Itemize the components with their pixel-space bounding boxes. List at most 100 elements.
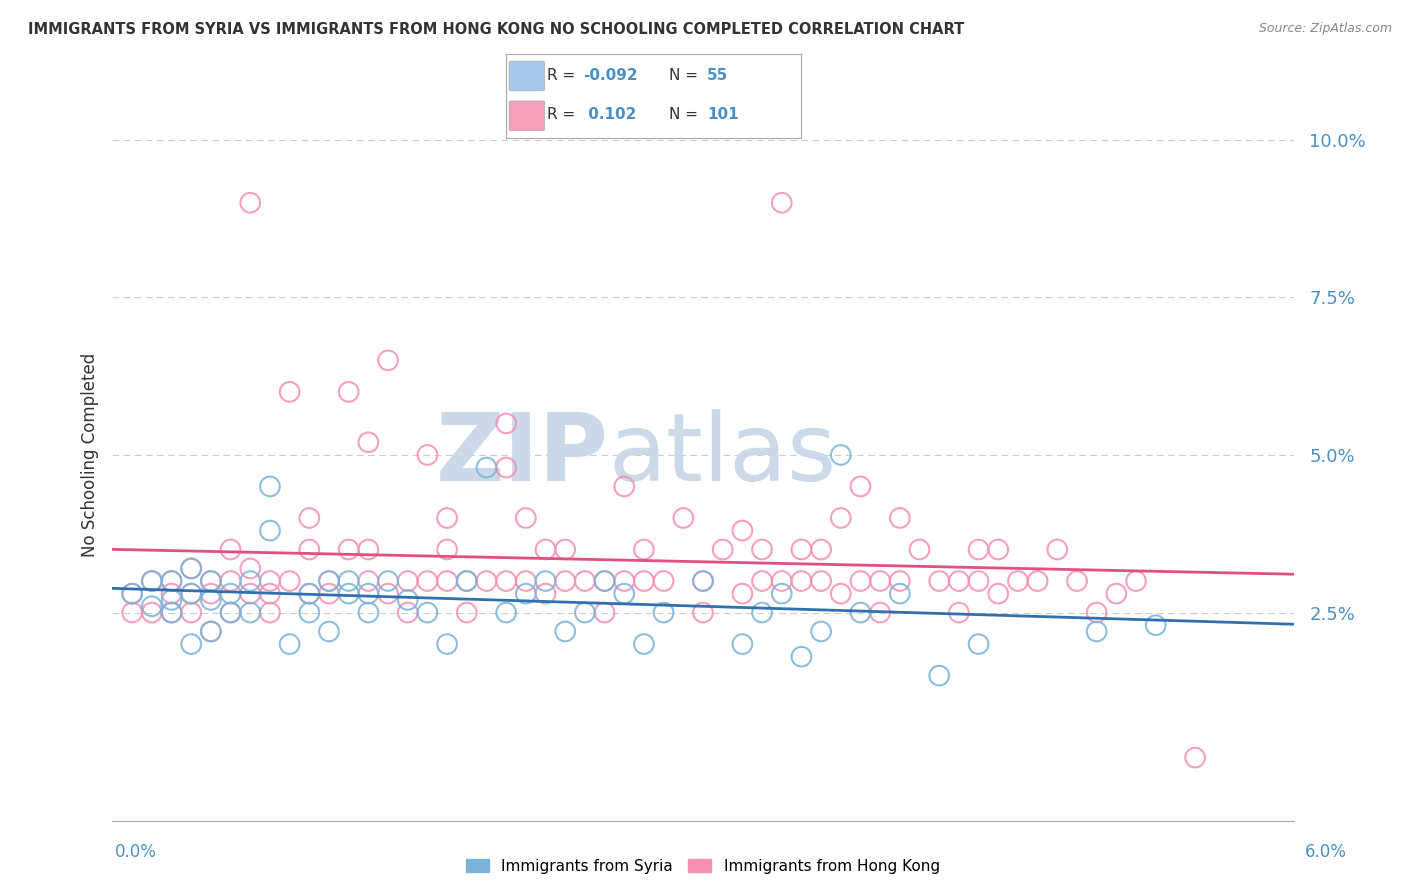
- Point: [239, 606, 262, 620]
- Point: [948, 606, 970, 620]
- Point: [849, 479, 872, 493]
- Point: [810, 624, 832, 639]
- Point: [515, 574, 537, 588]
- Point: [967, 542, 990, 557]
- Point: [239, 561, 262, 575]
- Point: [259, 479, 281, 493]
- Point: [790, 649, 813, 664]
- Point: [298, 511, 321, 525]
- Point: [396, 606, 419, 620]
- Point: [534, 574, 557, 588]
- Point: [278, 384, 301, 399]
- Point: [574, 606, 596, 620]
- Text: atlas: atlas: [609, 409, 837, 501]
- Point: [475, 460, 498, 475]
- Point: [456, 574, 478, 588]
- Point: [357, 435, 380, 450]
- Point: [593, 574, 616, 588]
- Point: [298, 542, 321, 557]
- Point: [692, 574, 714, 588]
- Point: [200, 624, 222, 639]
- Point: [298, 587, 321, 601]
- Point: [790, 574, 813, 588]
- Point: [259, 574, 281, 588]
- Point: [200, 593, 222, 607]
- Point: [830, 587, 852, 601]
- Text: ZIP: ZIP: [436, 409, 609, 501]
- Point: [515, 511, 537, 525]
- Point: [770, 574, 793, 588]
- Point: [318, 574, 340, 588]
- Point: [337, 574, 360, 588]
- Point: [278, 637, 301, 651]
- Point: [1066, 574, 1088, 588]
- Point: [633, 574, 655, 588]
- Point: [495, 606, 517, 620]
- Point: [180, 561, 202, 575]
- Point: [239, 587, 262, 601]
- Point: [160, 606, 183, 620]
- Point: [770, 195, 793, 210]
- Point: [593, 606, 616, 620]
- Point: [180, 561, 202, 575]
- Point: [219, 574, 242, 588]
- Point: [849, 606, 872, 620]
- Point: [436, 511, 458, 525]
- Text: 0.0%: 0.0%: [115, 843, 157, 861]
- Point: [711, 542, 734, 557]
- Point: [633, 542, 655, 557]
- Point: [889, 511, 911, 525]
- Text: N =: N =: [669, 107, 703, 122]
- Point: [908, 542, 931, 557]
- Point: [259, 587, 281, 601]
- Point: [121, 587, 143, 601]
- Point: [160, 574, 183, 588]
- Point: [337, 384, 360, 399]
- Point: [495, 417, 517, 431]
- Point: [928, 574, 950, 588]
- Point: [121, 587, 143, 601]
- Point: [436, 574, 458, 588]
- Point: [692, 606, 714, 620]
- Point: [731, 524, 754, 538]
- Point: [731, 587, 754, 601]
- Point: [889, 587, 911, 601]
- Point: [160, 593, 183, 607]
- Point: [692, 574, 714, 588]
- Text: Source: ZipAtlas.com: Source: ZipAtlas.com: [1258, 22, 1392, 36]
- Point: [318, 587, 340, 601]
- Point: [200, 574, 222, 588]
- Point: [160, 606, 183, 620]
- Point: [751, 542, 773, 557]
- Point: [613, 574, 636, 588]
- Point: [495, 574, 517, 588]
- Point: [219, 542, 242, 557]
- Point: [1085, 606, 1108, 620]
- Point: [495, 460, 517, 475]
- Point: [1046, 542, 1069, 557]
- Point: [436, 637, 458, 651]
- Legend: Immigrants from Syria, Immigrants from Hong Kong: Immigrants from Syria, Immigrants from H…: [460, 853, 946, 880]
- Point: [534, 542, 557, 557]
- Point: [259, 606, 281, 620]
- Point: [652, 574, 675, 588]
- Point: [554, 574, 576, 588]
- Point: [534, 587, 557, 601]
- Point: [554, 624, 576, 639]
- Point: [889, 574, 911, 588]
- Point: [200, 587, 222, 601]
- Point: [219, 606, 242, 620]
- Point: [416, 606, 439, 620]
- Text: R =: R =: [547, 68, 581, 83]
- Point: [830, 448, 852, 462]
- Point: [948, 574, 970, 588]
- Point: [869, 606, 891, 620]
- Point: [239, 574, 262, 588]
- Point: [141, 606, 163, 620]
- Point: [672, 511, 695, 525]
- Point: [259, 524, 281, 538]
- Point: [318, 574, 340, 588]
- Point: [337, 587, 360, 601]
- Point: [633, 637, 655, 651]
- Point: [357, 587, 380, 601]
